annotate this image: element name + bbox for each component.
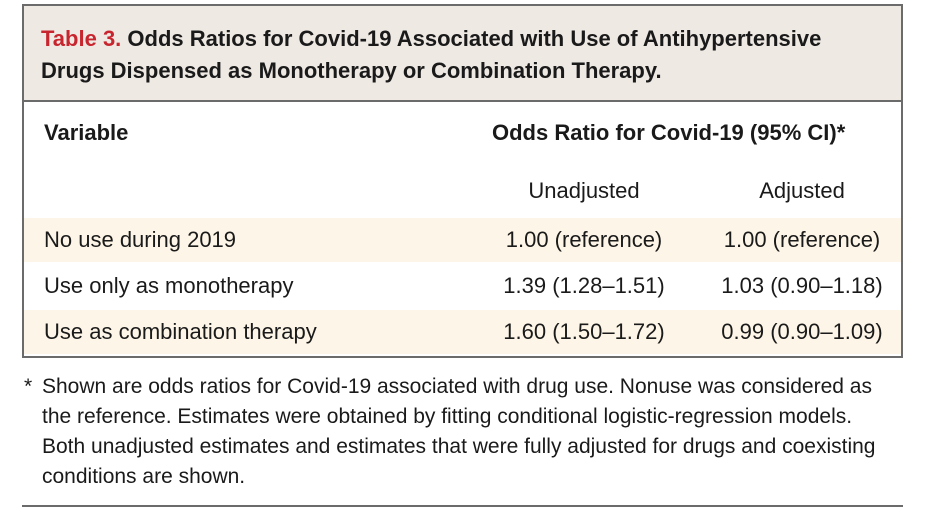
table-row: No use during 2019 1.00 (reference) 1.00… bbox=[24, 218, 901, 262]
adjusted-value: 0.99 (0.90–1.09) bbox=[721, 319, 883, 344]
row-label: Use only as monotherapy bbox=[44, 273, 294, 298]
bottom-divider bbox=[22, 505, 903, 507]
table-row: Use only as monotherapy 1.39 (1.28–1.51)… bbox=[24, 264, 901, 308]
table-title-bar: Table 3. Odds Ratios for Covid-19 Associ… bbox=[24, 6, 901, 102]
row-label: No use during 2019 bbox=[44, 227, 237, 252]
unadjusted-value: 1.39 (1.28–1.51) bbox=[503, 273, 665, 298]
adjusted-value: 1.03 (0.90–1.18) bbox=[721, 273, 883, 298]
column-header-variable: Variable bbox=[44, 120, 129, 145]
column-header-unadjusted: Unadjusted bbox=[528, 178, 640, 203]
row-label: Use as combination therapy bbox=[44, 319, 317, 344]
column-header-odds-ratio: Odds Ratio for Covid-19 (95% CI)* bbox=[492, 120, 846, 145]
table-title: Table 3. Odds Ratios for Covid-19 Associ… bbox=[41, 23, 889, 87]
unadjusted-value: 1.00 (reference) bbox=[505, 227, 663, 252]
data-table: Table 3. Odds Ratios for Covid-19 Associ… bbox=[22, 4, 903, 358]
adjusted-value: 1.00 (reference) bbox=[723, 227, 881, 252]
column-header-adjusted: Adjusted bbox=[759, 178, 845, 203]
footnote-text: Shown are odds ratios for Covid-19 assoc… bbox=[42, 375, 876, 488]
unadjusted-value: 1.60 (1.50–1.72) bbox=[503, 319, 665, 344]
table-title-text: Odds Ratios for Covid-19 Associated with… bbox=[41, 26, 822, 83]
table-row: Use as combination therapy 1.60 (1.50–1.… bbox=[24, 310, 901, 354]
table-number-label: Table 3. bbox=[41, 26, 122, 51]
footnote-marker: * bbox=[24, 375, 33, 398]
